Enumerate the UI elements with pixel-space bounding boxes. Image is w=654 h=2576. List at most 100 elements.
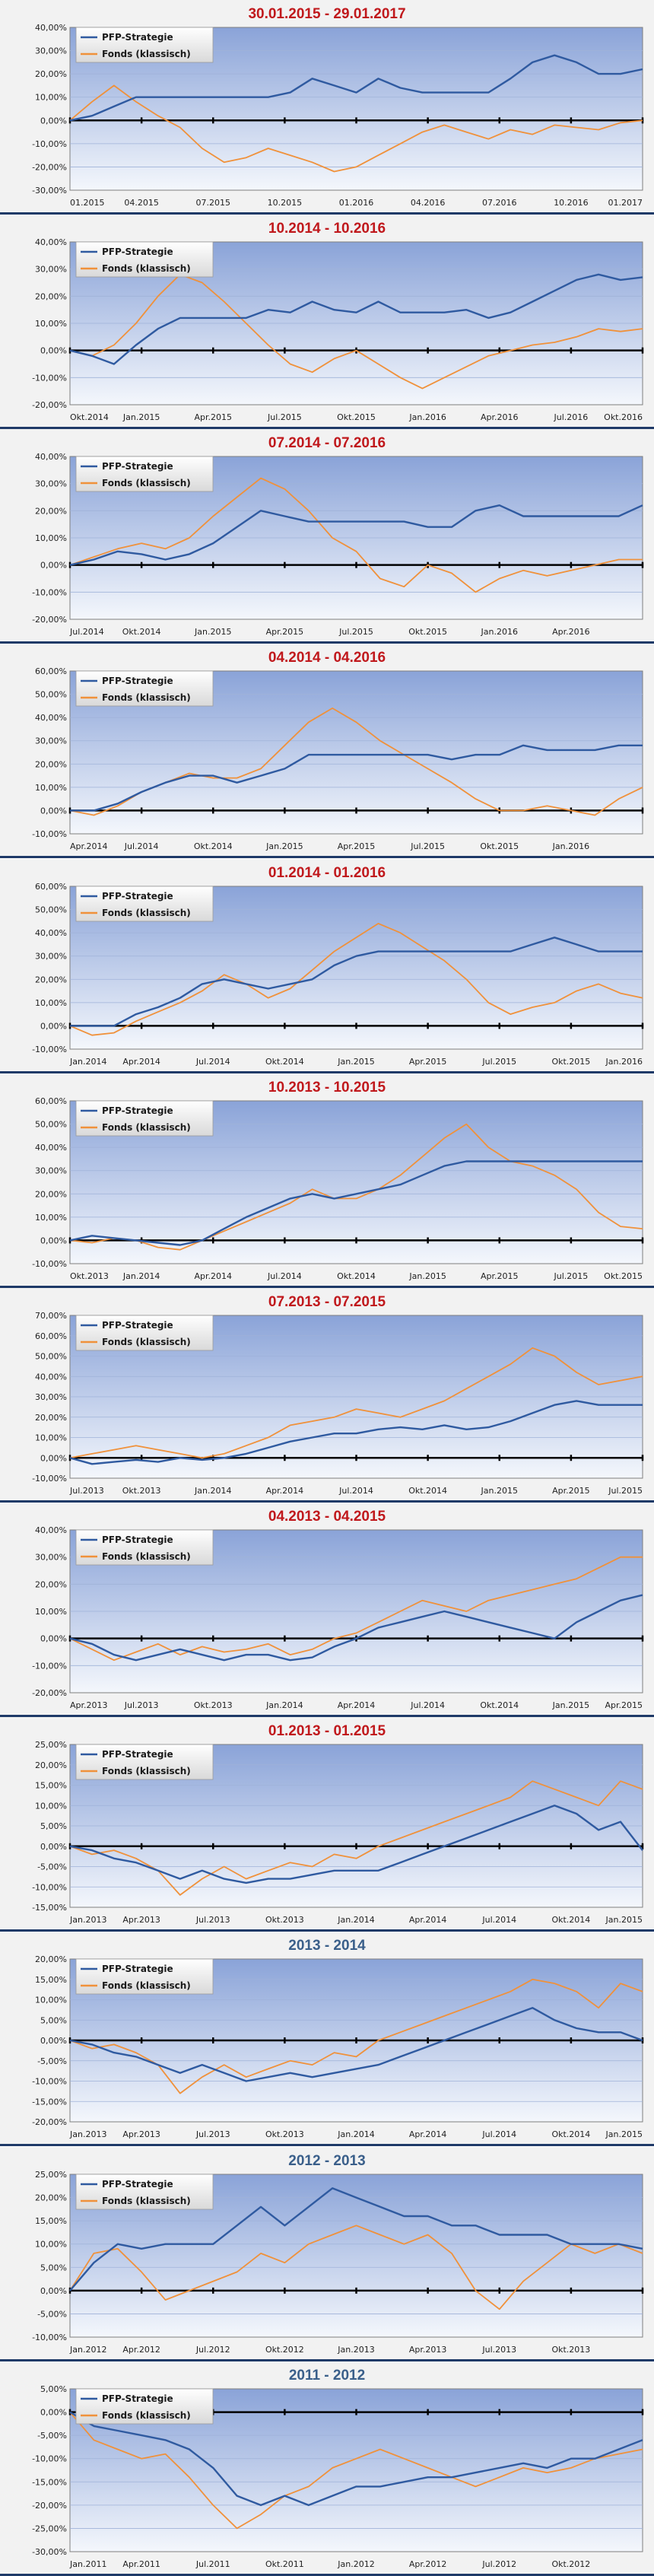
chart-svg: 60,00% 50,00% 40,00% 30,00% 20,00% 10,00% 0,00… [32, 1096, 644, 1281]
y-tick-label: 5,00% [40, 1821, 67, 1831]
series-line-pfp [70, 745, 643, 813]
legend-label: Fonds (klassisch) [102, 1122, 191, 1133]
y-tick-label: -10,00% [32, 2077, 67, 2087]
x-tick-label: Jan.2015 [122, 412, 160, 422]
x-tick-label: Jul.2015 [338, 627, 373, 637]
y-tick-label: 0,00% [40, 1634, 67, 1644]
legend-box [75, 241, 214, 278]
legend: PFP-Strategie Fonds (klassisch) [75, 27, 214, 63]
series-line-fonds [69, 1556, 643, 1662]
chart-svg: 20,00% 15,00% 10,00% 5,00% 0,00% -5,00% -10,00… [32, 1954, 644, 2139]
y-tick-label: -10,00% [32, 373, 67, 383]
x-tick-label: Jan.2015 [605, 1915, 643, 1925]
x-tick-label: Okt.2011 [265, 2559, 304, 2569]
x-tick-label: Apr.2014 [266, 1486, 304, 1496]
y-tick-label: 20,00% [35, 1189, 67, 1199]
y-tick-label: 10,00% [35, 1213, 67, 1223]
x-tick-label: Okt.2013 [551, 2345, 590, 2355]
series-line-pfp [69, 1594, 643, 1662]
x-tick-label: Jul.2015 [481, 1057, 516, 1067]
y-tick-label: 20,00% [35, 291, 67, 301]
y-tick-label: 30,00% [35, 479, 67, 489]
y-tick-label: -20,00% [32, 1688, 67, 1698]
legend-label: PFP-Strategie [102, 676, 173, 686]
legend: PFP-Strategie Fonds (klassisch) [75, 1958, 214, 1995]
legend-label: Fonds (klassisch) [102, 1337, 191, 1347]
x-tick-label: Jul.2013 [195, 1915, 230, 1925]
series-line-fonds [69, 274, 643, 390]
x-tick-label: 10.2015 [268, 198, 303, 208]
x-tick-label: Okt.2014 [551, 2129, 590, 2139]
y-tick-label: 30,00% [35, 265, 67, 275]
x-tick-label: Jan.2016 [481, 627, 518, 637]
y-tick-label: 25,00% [35, 2170, 67, 2180]
series-line-pfp [69, 2007, 643, 2083]
legend-box [75, 671, 214, 707]
y-tick-label: -10,00% [32, 1259, 67, 1269]
x-tick-label: Apr.2015 [605, 1700, 643, 1710]
x-tick-label: Jan.2016 [552, 841, 589, 851]
y-tick-label: 10,00% [35, 319, 67, 329]
y-tick-label: 20,00% [35, 1954, 67, 1964]
chart-svg: 40,00% 30,00% 20,00% 10,00% 0,00% -10,00% -20,… [32, 452, 644, 637]
x-tick-label: Jan.2013 [69, 2129, 106, 2139]
x-tick-label: 07.2015 [196, 198, 231, 208]
legend-label: PFP-Strategie [102, 32, 173, 43]
y-tick-label: 15,00% [35, 1781, 67, 1791]
x-tick-label: Jan.2015 [408, 1271, 446, 1281]
y-tick-label: -10,00% [32, 829, 67, 839]
x-tick-label: Jul.2014 [338, 1486, 373, 1496]
y-tick-label: 50,00% [35, 690, 67, 700]
x-tick-label: Jan.2014 [265, 1700, 303, 1710]
x-tick-label: Okt.2014 [551, 1915, 590, 1925]
x-tick-label: Okt.2014 [194, 841, 233, 851]
y-tick-label: 60,00% [35, 1096, 67, 1106]
x-tick-label: 04.2016 [411, 198, 446, 208]
x-tick-label: Jul.2013 [481, 2345, 516, 2355]
legend-label: PFP-Strategie [102, 2179, 173, 2190]
series-line-fonds [69, 1347, 643, 1459]
y-tick-label: -30,00% [32, 2547, 67, 2557]
x-tick-label: Apr.2015 [266, 627, 304, 637]
x-tick-label: 04.2015 [124, 198, 159, 208]
x-tick-label: Okt.2015 [337, 412, 376, 422]
y-tick-label: -20,00% [32, 162, 67, 172]
x-tick-label: 01.2016 [339, 198, 374, 208]
chart-svg: 70,00% 60,00% 50,00% 40,00% 30,00% 20,00% 10,0… [32, 1311, 644, 1496]
series-line-fonds [69, 477, 643, 593]
x-tick-label: Okt.2013 [70, 1271, 109, 1281]
legend: PFP-Strategie Fonds (klassisch) [75, 671, 214, 707]
x-tick-label: Jan.2015 [265, 841, 303, 851]
y-tick-label: -15,00% [32, 2477, 67, 2487]
series-line-pfp [69, 273, 643, 365]
x-tick-label: Jan.2015 [605, 2129, 643, 2139]
y-tick-label: -5,00% [37, 2431, 67, 2441]
y-tick-label: 0,00% [40, 2036, 67, 2046]
x-tick-label: Apr.2014 [338, 1700, 376, 1710]
x-tick-label: 07.2016 [482, 198, 517, 208]
x-tick-label: Okt.2016 [604, 412, 643, 422]
legend-box [75, 2174, 214, 2209]
y-tick-label: -20,00% [32, 400, 67, 410]
legend: PFP-Strategie Fonds (klassisch) [75, 2174, 214, 2209]
legend-label: PFP-Strategie [102, 1320, 173, 1331]
legend: PFP-Strategie Fonds (klassisch) [75, 241, 214, 278]
series-line-fonds [69, 1780, 643, 1896]
legend-label: Fonds (klassisch) [102, 1980, 191, 1991]
y-tick-label: 0,00% [40, 561, 67, 571]
x-tick-label: Apr.2015 [409, 1057, 447, 1067]
chart-title: 01.2014 - 01.2016 [268, 864, 386, 881]
y-tick-label: -10,00% [32, 588, 67, 598]
legend: PFP-Strategie Fonds (klassisch) [75, 1100, 214, 1137]
chart-panel: 04.2014 - 04.2016 60,00% 50,00% 40,00% 30,00… [0, 644, 654, 859]
y-tick-label: -25,00% [32, 2524, 67, 2533]
chart-title: 10.2014 - 10.2016 [268, 221, 386, 237]
x-tick-label: Jan.2015 [194, 627, 231, 637]
series-line-pfp [69, 1805, 643, 1884]
chart-title: 2011 - 2012 [288, 2367, 366, 2384]
series-line-pfp [70, 936, 643, 1027]
y-tick-label: 40,00% [35, 1143, 67, 1153]
legend: PFP-Strategie Fonds (klassisch) [75, 1529, 214, 1566]
chart-panel: 30.01.2015 - 29.01.2017 40,00% 30,00% 20,00… [0, 0, 654, 215]
x-tick-label: Jan.2014 [337, 1915, 374, 1925]
